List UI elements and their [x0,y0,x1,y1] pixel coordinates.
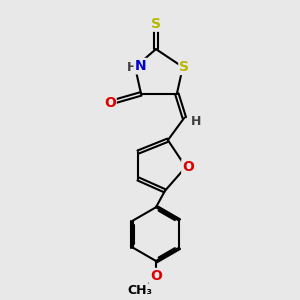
Text: CH₃: CH₃ [127,284,152,297]
Text: O: O [104,96,116,110]
Text: O: O [182,160,194,174]
Text: H: H [190,115,201,128]
Text: H: H [127,61,137,74]
Text: O: O [150,269,162,283]
Text: S: S [179,60,189,74]
Text: S: S [151,17,161,31]
Text: N: N [135,59,146,73]
